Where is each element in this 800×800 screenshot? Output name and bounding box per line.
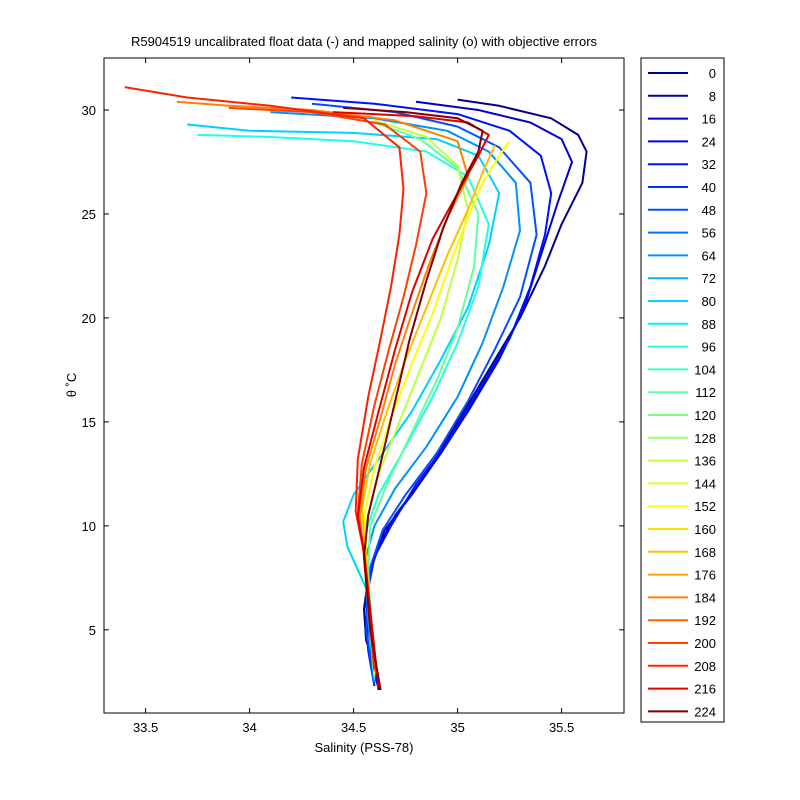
series-line-32 [291,96,553,687]
legend-box [640,57,725,723]
legend-label-200: 200 [694,636,716,651]
legend-label-120: 120 [694,408,716,423]
series-line-48 [311,102,538,685]
x-tick-label: 35 [450,720,464,735]
legend-label-128: 128 [694,431,716,446]
legend-label-16: 16 [702,112,716,127]
plot-area: 33.5 34 34.5 35 35.5 5 10 15 20 25 30 [82,57,625,735]
series-line-112 [367,121,480,676]
legend-label-0: 0 [709,66,716,81]
legend-label-56: 56 [702,226,716,241]
legend-label-224: 224 [694,704,716,719]
y-tick-label: 5 [89,623,96,638]
legend-label-40: 40 [702,180,716,195]
series-line-0 [363,98,588,691]
series-layer [124,86,588,691]
series-line-184 [176,100,469,672]
y-axis-label: θ ˚C [64,373,79,398]
legend-items: 0 8 16 24 32 40 48 56 64 72 80 88 96 104 112 120 128 136 1… [648,66,716,719]
legend-label-48: 48 [702,203,716,218]
y-tick-label: 10 [82,519,96,534]
legend-label-24: 24 [702,134,716,149]
series-line-208 [124,86,405,670]
y-tick-label: 20 [82,311,96,326]
legend-label-88: 88 [702,317,716,332]
x-tick-label: 34 [242,720,256,735]
legend-label-184: 184 [694,590,716,605]
legend-label-208: 208 [694,659,716,674]
legend-label-152: 152 [694,499,716,514]
legend-label-136: 136 [694,454,716,469]
x-tick-label: 33.5 [133,720,158,735]
plot-frame [103,57,625,714]
x-axis-label: Salinity (PSS-78) [315,740,414,755]
legend-label-72: 72 [702,271,716,286]
y-tick-label: 15 [82,415,96,430]
legend-label-216: 216 [694,682,716,697]
legend-label-80: 80 [702,294,716,309]
legend-label-160: 160 [694,522,716,537]
series-line-168 [360,144,496,672]
legend: 0 8 16 24 32 40 48 56 64 72 80 88 96 104 112 120 128 136 1… [640,57,725,723]
legend-label-96: 96 [702,340,716,355]
series-line-224 [343,106,484,691]
series-line-152 [363,140,511,674]
legend-label-32: 32 [702,157,716,172]
series-line-200 [228,106,428,670]
x-axis: 33.5 34 34.5 35 35.5 [133,58,574,735]
x-tick-label: 35.5 [549,720,574,735]
y-axis: 5 10 15 20 25 30 [82,103,624,638]
legend-label-168: 168 [694,545,716,560]
legend-label-8: 8 [709,89,716,104]
legend-label-176: 176 [694,568,716,583]
y-tick-label: 30 [82,103,96,118]
legend-label-104: 104 [694,362,716,377]
x-tick-label: 34.5 [341,720,366,735]
legend-label-144: 144 [694,476,716,491]
legend-label-112: 112 [695,385,716,400]
legend-label-64: 64 [702,248,716,263]
chart-title: R5904519 uncalibrated float data (-) and… [131,34,598,49]
legend-label-192: 192 [694,613,716,628]
y-tick-label: 25 [82,207,96,222]
